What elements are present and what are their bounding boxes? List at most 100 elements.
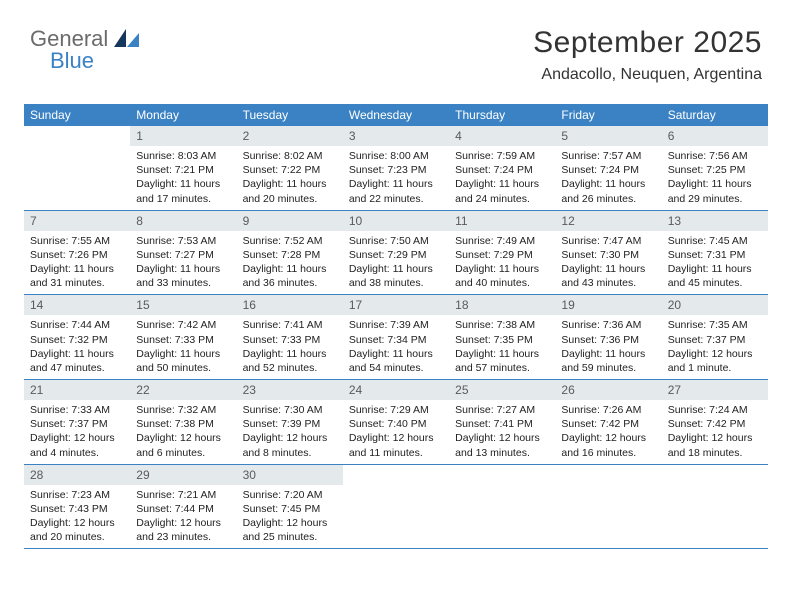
day-cell: 22Sunrise: 7:32 AMSunset: 7:38 PMDayligh… xyxy=(130,380,236,464)
day-number xyxy=(343,465,449,471)
sunset-text: Sunset: 7:33 PM xyxy=(136,333,230,347)
week-row: 21Sunrise: 7:33 AMSunset: 7:37 PMDayligh… xyxy=(24,380,768,465)
daylight-text: Daylight: 11 hours and 54 minutes. xyxy=(349,347,443,375)
day-details: Sunrise: 7:55 AMSunset: 7:26 PMDaylight:… xyxy=(24,231,130,295)
logo: General Blue xyxy=(30,26,140,52)
day-cell: 10Sunrise: 7:50 AMSunset: 7:29 PMDayligh… xyxy=(343,211,449,295)
day-details: Sunrise: 7:47 AMSunset: 7:30 PMDaylight:… xyxy=(555,231,661,295)
day-number: 22 xyxy=(130,380,236,400)
header: September 2025 Andacollo, Neuquen, Argen… xyxy=(533,26,762,84)
day-number: 7 xyxy=(24,211,130,231)
sunrise-text: Sunrise: 7:44 AM xyxy=(30,318,124,332)
day-number: 19 xyxy=(555,295,661,315)
daylight-text: Daylight: 11 hours and 40 minutes. xyxy=(455,262,549,290)
day-details: Sunrise: 7:45 AMSunset: 7:31 PMDaylight:… xyxy=(662,231,768,295)
day-number xyxy=(555,465,661,471)
daylight-text: Daylight: 11 hours and 43 minutes. xyxy=(561,262,655,290)
day-number: 6 xyxy=(662,126,768,146)
daylight-text: Daylight: 12 hours and 1 minute. xyxy=(668,347,762,375)
day-cell: 26Sunrise: 7:26 AMSunset: 7:42 PMDayligh… xyxy=(555,380,661,464)
day-details: Sunrise: 7:30 AMSunset: 7:39 PMDaylight:… xyxy=(237,400,343,464)
sunrise-text: Sunrise: 8:03 AM xyxy=(136,149,230,163)
sunrise-text: Sunrise: 7:38 AM xyxy=(455,318,549,332)
daylight-text: Daylight: 11 hours and 52 minutes. xyxy=(243,347,337,375)
day-details: Sunrise: 7:53 AMSunset: 7:27 PMDaylight:… xyxy=(130,231,236,295)
day-cell: 15Sunrise: 7:42 AMSunset: 7:33 PMDayligh… xyxy=(130,295,236,379)
day-number: 8 xyxy=(130,211,236,231)
day-number: 2 xyxy=(237,126,343,146)
day-cell: 21Sunrise: 7:33 AMSunset: 7:37 PMDayligh… xyxy=(24,380,130,464)
daylight-text: Daylight: 11 hours and 33 minutes. xyxy=(136,262,230,290)
daylight-text: Daylight: 11 hours and 26 minutes. xyxy=(561,177,655,205)
daylight-text: Daylight: 11 hours and 36 minutes. xyxy=(243,262,337,290)
sunset-text: Sunset: 7:42 PM xyxy=(668,417,762,431)
day-cell: 24Sunrise: 7:29 AMSunset: 7:40 PMDayligh… xyxy=(343,380,449,464)
daylight-text: Daylight: 12 hours and 25 minutes. xyxy=(243,516,337,544)
day-number: 18 xyxy=(449,295,555,315)
day-details: Sunrise: 7:21 AMSunset: 7:44 PMDaylight:… xyxy=(130,485,236,549)
day-cell: 3Sunrise: 8:00 AMSunset: 7:23 PMDaylight… xyxy=(343,126,449,210)
sunset-text: Sunset: 7:38 PM xyxy=(136,417,230,431)
sunset-text: Sunset: 7:24 PM xyxy=(561,163,655,177)
day-details: Sunrise: 7:50 AMSunset: 7:29 PMDaylight:… xyxy=(343,231,449,295)
day-details: Sunrise: 7:41 AMSunset: 7:33 PMDaylight:… xyxy=(237,315,343,379)
day-cell: 30Sunrise: 7:20 AMSunset: 7:45 PMDayligh… xyxy=(237,465,343,549)
day-details: Sunrise: 7:29 AMSunset: 7:40 PMDaylight:… xyxy=(343,400,449,464)
day-cell: 25Sunrise: 7:27 AMSunset: 7:41 PMDayligh… xyxy=(449,380,555,464)
sunset-text: Sunset: 7:23 PM xyxy=(349,163,443,177)
day-number: 29 xyxy=(130,465,236,485)
day-number: 17 xyxy=(343,295,449,315)
day-details: Sunrise: 7:24 AMSunset: 7:42 PMDaylight:… xyxy=(662,400,768,464)
weekday-header-row: Sunday Monday Tuesday Wednesday Thursday… xyxy=(24,104,768,126)
day-cell: 4Sunrise: 7:59 AMSunset: 7:24 PMDaylight… xyxy=(449,126,555,210)
daylight-text: Daylight: 11 hours and 47 minutes. xyxy=(30,347,124,375)
sunrise-text: Sunrise: 7:24 AM xyxy=(668,403,762,417)
sunrise-text: Sunrise: 7:57 AM xyxy=(561,149,655,163)
sunrise-text: Sunrise: 7:35 AM xyxy=(668,318,762,332)
sunset-text: Sunset: 7:36 PM xyxy=(561,333,655,347)
weekday-header: Monday xyxy=(130,104,236,126)
daylight-text: Daylight: 12 hours and 6 minutes. xyxy=(136,431,230,459)
weekday-header: Thursday xyxy=(449,104,555,126)
day-number: 26 xyxy=(555,380,661,400)
sunrise-text: Sunrise: 7:26 AM xyxy=(561,403,655,417)
day-number: 20 xyxy=(662,295,768,315)
daylight-text: Daylight: 11 hours and 17 minutes. xyxy=(136,177,230,205)
sunset-text: Sunset: 7:22 PM xyxy=(243,163,337,177)
day-details: Sunrise: 7:23 AMSunset: 7:43 PMDaylight:… xyxy=(24,485,130,549)
daylight-text: Daylight: 11 hours and 59 minutes. xyxy=(561,347,655,375)
page-subtitle: Andacollo, Neuquen, Argentina xyxy=(533,66,762,84)
day-cell xyxy=(662,465,768,549)
day-details: Sunrise: 7:27 AMSunset: 7:41 PMDaylight:… xyxy=(449,400,555,464)
day-cell: 12Sunrise: 7:47 AMSunset: 7:30 PMDayligh… xyxy=(555,211,661,295)
sunset-text: Sunset: 7:32 PM xyxy=(30,333,124,347)
sunset-text: Sunset: 7:29 PM xyxy=(455,248,549,262)
page-title: September 2025 xyxy=(533,26,762,60)
sunrise-text: Sunrise: 7:33 AM xyxy=(30,403,124,417)
day-number: 11 xyxy=(449,211,555,231)
daylight-text: Daylight: 12 hours and 18 minutes. xyxy=(668,431,762,459)
daylight-text: Daylight: 12 hours and 8 minutes. xyxy=(243,431,337,459)
day-cell: 19Sunrise: 7:36 AMSunset: 7:36 PMDayligh… xyxy=(555,295,661,379)
day-cell: 8Sunrise: 7:53 AMSunset: 7:27 PMDaylight… xyxy=(130,211,236,295)
sunset-text: Sunset: 7:27 PM xyxy=(136,248,230,262)
week-row: 28Sunrise: 7:23 AMSunset: 7:43 PMDayligh… xyxy=(24,465,768,550)
sunset-text: Sunset: 7:21 PM xyxy=(136,163,230,177)
week-row: 7Sunrise: 7:55 AMSunset: 7:26 PMDaylight… xyxy=(24,211,768,296)
day-number: 5 xyxy=(555,126,661,146)
week-row: 14Sunrise: 7:44 AMSunset: 7:32 PMDayligh… xyxy=(24,295,768,380)
sunset-text: Sunset: 7:44 PM xyxy=(136,502,230,516)
day-cell: 14Sunrise: 7:44 AMSunset: 7:32 PMDayligh… xyxy=(24,295,130,379)
daylight-text: Daylight: 11 hours and 50 minutes. xyxy=(136,347,230,375)
day-cell xyxy=(555,465,661,549)
sunset-text: Sunset: 7:39 PM xyxy=(243,417,337,431)
daylight-text: Daylight: 12 hours and 20 minutes. xyxy=(30,516,124,544)
day-number: 4 xyxy=(449,126,555,146)
day-number: 23 xyxy=(237,380,343,400)
daylight-text: Daylight: 12 hours and 4 minutes. xyxy=(30,431,124,459)
sunrise-text: Sunrise: 7:45 AM xyxy=(668,234,762,248)
sunset-text: Sunset: 7:45 PM xyxy=(243,502,337,516)
logo-sail-icon xyxy=(114,27,140,52)
week-row: 1Sunrise: 8:03 AMSunset: 7:21 PMDaylight… xyxy=(24,126,768,211)
day-details: Sunrise: 7:35 AMSunset: 7:37 PMDaylight:… xyxy=(662,315,768,379)
